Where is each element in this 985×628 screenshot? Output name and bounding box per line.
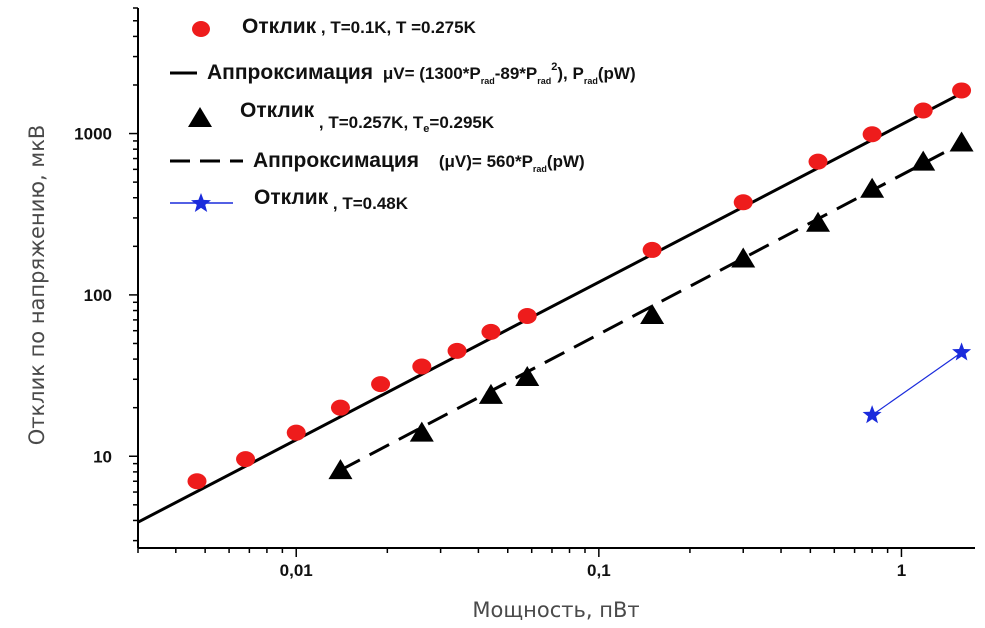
legend-entry-2-formula-a: μV= (1300*P (383, 64, 481, 83)
legend-entry-3-params-b: =0.295K (429, 113, 494, 132)
circle-point (187, 473, 207, 490)
legend-entry-2-formula-c: ), P (557, 64, 583, 83)
triangle-point (911, 150, 936, 171)
star-series-line (871, 351, 962, 416)
legend-entry-5-name: Отклик (254, 186, 329, 209)
legend-entry-2-label: Аппроксимация μV= (1300*Prad-89*Prad2), … (207, 61, 636, 86)
star-point (952, 342, 972, 361)
triangle-point (515, 365, 540, 386)
y-axis-title: Отклик по напряжению, мкВ (25, 125, 49, 446)
legend-entry-3-label: Отклик , T=0.257K, Te=0.295K (240, 99, 495, 135)
circle-point (517, 308, 537, 325)
circle-point (371, 376, 391, 393)
legend-entry-5: Отклик , T=0.48K (170, 186, 409, 213)
legend-entry-2-sub-2: rad (537, 76, 551, 86)
triangle-point (478, 383, 503, 404)
legend-entry-2-formula-d: (pW) (598, 64, 636, 83)
triangle-point (409, 421, 434, 442)
legend-entry-1-name: Отклик (242, 15, 317, 38)
triangle-point (328, 459, 353, 480)
axis-ticks: 0,01 0,1 1 10 100 1000 (74, 7, 906, 580)
triangle-point (860, 177, 885, 198)
legend-entry-1-label: Отклик , T=0.1K, T =0.275K (242, 15, 477, 38)
legend-entry-5-label: Отклик , T=0.48K (254, 186, 409, 213)
circle-point (481, 323, 501, 340)
circle-point (733, 194, 753, 211)
x-tick-label: 0,01 (280, 561, 313, 580)
legend-symbol-triangle (188, 107, 212, 127)
circle-point (642, 241, 662, 258)
legend-entry-2-name: Аппроксимация (207, 61, 373, 84)
circle-point (236, 451, 256, 468)
legend-entry-2-sup: 2 (551, 61, 557, 73)
legend-entry-4-sub: rad (533, 164, 547, 174)
legend: Отклик , T=0.1K, T =0.275K Аппроксимация… (170, 15, 636, 213)
triangle-point (949, 131, 974, 152)
legend-entry-4-formula-b: (pW) (547, 152, 585, 171)
circle-point (808, 153, 828, 170)
triangle-point (640, 304, 665, 325)
y-tick-label: 1000 (74, 125, 112, 144)
legend-entry-4-formula-a: (μV)= 560*P (439, 152, 533, 171)
legend-symbol-circle (192, 21, 210, 37)
legend-entry-1-params: , T=0.1K, T =0.275K (316, 18, 476, 37)
circle-point (913, 102, 933, 119)
x-tick-label: 0,1 (587, 561, 611, 580)
legend-entry-2-sub-3: rad (584, 76, 598, 86)
legend-symbol-star-icon (191, 193, 211, 212)
legend-entry-2-sub-1: rad (481, 76, 495, 86)
y-tick-label: 10 (93, 447, 112, 466)
legend-entry-4: Аппроксимация (μV)= 560*Prad(pW) (170, 149, 585, 174)
circle-point (447, 342, 467, 359)
legend-entry-3-params-a: , T=0.257K, T (314, 113, 424, 132)
legend-entry-1: Отклик , T=0.1K, T =0.275K (192, 15, 477, 38)
circle-point (330, 399, 350, 416)
legend-entry-5-params: , T=0.48K (328, 194, 409, 213)
legend-entry-4-label: Аппроксимация (μV)= 560*Prad(pW) (253, 149, 585, 174)
x-tick-label: 1 (897, 561, 906, 580)
legend-entry-2-formula-b: -89*P (495, 64, 538, 83)
triangle-point (806, 211, 831, 232)
legend-entry-2: Аппроксимация μV= (1300*Prad-89*Prad2), … (170, 61, 636, 86)
triangle-point (731, 247, 756, 268)
legend-entry-3-sub: e (423, 123, 429, 135)
star-point (862, 405, 882, 424)
legend-entry-3: Отклик , T=0.257K, Te=0.295K (188, 99, 495, 135)
y-tick-label: 100 (84, 286, 112, 305)
circle-point (412, 358, 432, 375)
circle-point (862, 126, 882, 143)
circle-point (286, 424, 306, 441)
plot-area (137, 82, 974, 524)
circle-point (952, 82, 972, 99)
legend-entry-3-name: Отклик (240, 99, 315, 122)
x-axis-title: Мощность, пВт (472, 598, 639, 622)
legend-entry-4-name: Аппроксимация (253, 149, 419, 172)
